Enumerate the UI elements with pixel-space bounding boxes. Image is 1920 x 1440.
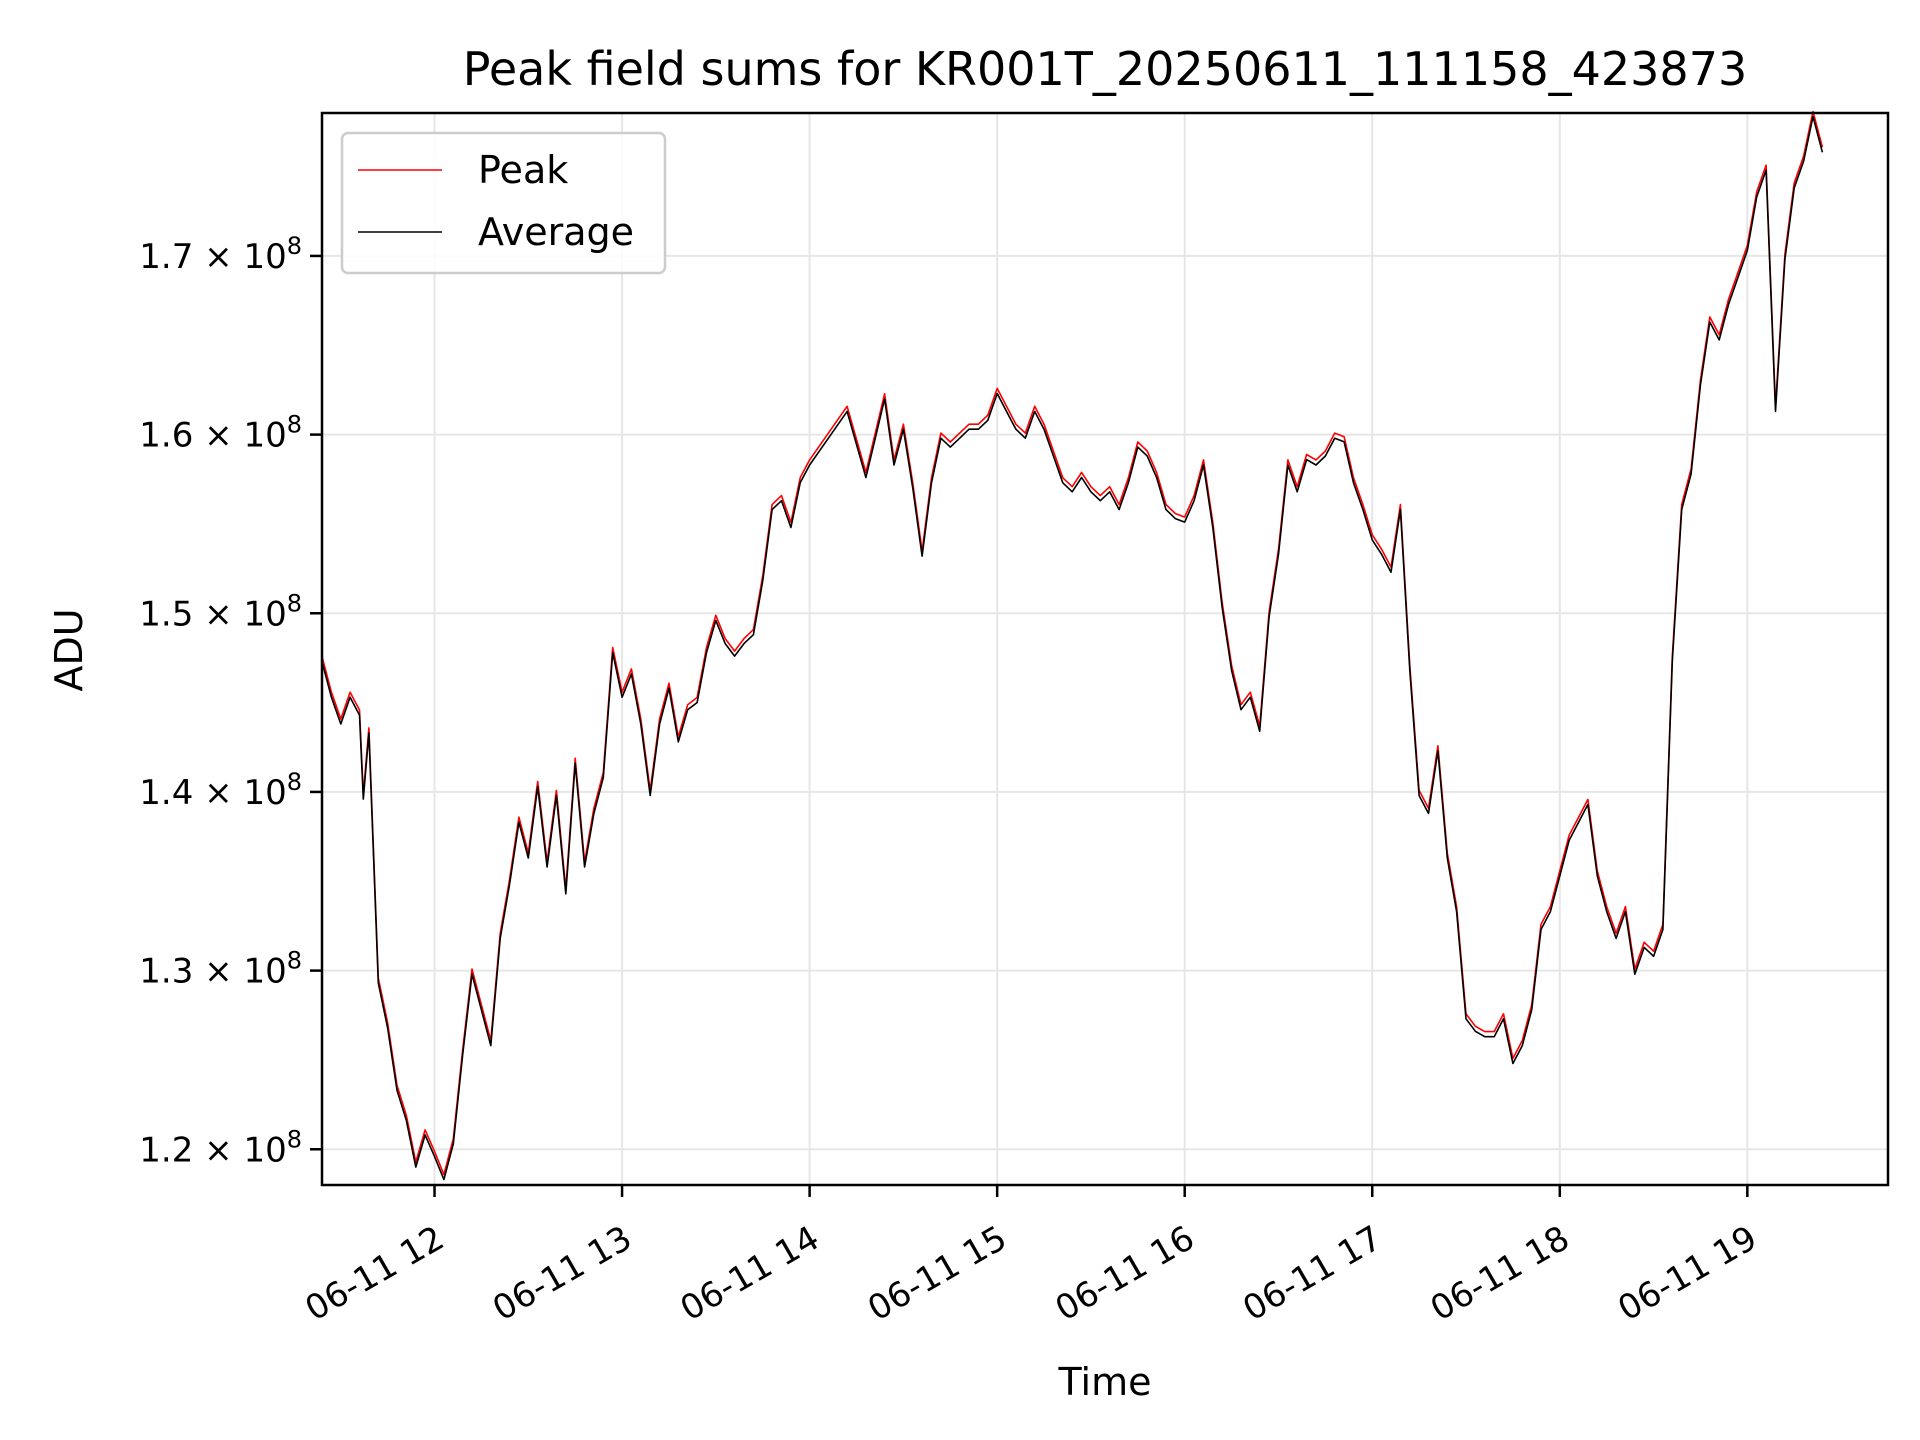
legend: Peak Average bbox=[340, 131, 667, 275]
legend-label-average: Average bbox=[478, 210, 634, 254]
grid bbox=[322, 113, 1888, 1185]
y-tick-label: 1.5 × 108 bbox=[139, 589, 302, 634]
x-tick-label: 06-11 18 bbox=[1424, 1218, 1576, 1329]
y-axis-label: ADU bbox=[47, 608, 91, 691]
x-axis-label: Time bbox=[1058, 1360, 1152, 1404]
series-line-average bbox=[321, 115, 1824, 1181]
x-tick-label: 06-11 16 bbox=[1049, 1218, 1201, 1329]
x-tick-label: 06-11 12 bbox=[299, 1218, 451, 1329]
x-tick-label: 06-11 15 bbox=[861, 1218, 1013, 1329]
y-axis: 1.2 × 108 1.3 × 108 1.4 × 108 1.5 × 108 1.6 … bbox=[139, 232, 322, 1170]
x-tick-label: 06-11 17 bbox=[1236, 1218, 1388, 1329]
y-tick-label: 1.4 × 108 bbox=[139, 768, 302, 813]
x-tick-label: 06-11 13 bbox=[486, 1218, 638, 1329]
y-tick-label: 1.3 × 108 bbox=[139, 947, 302, 992]
y-tick-label: 1.2 × 108 bbox=[139, 1125, 302, 1170]
y-tick-label: 1.6 × 108 bbox=[139, 411, 302, 456]
chart-title: Peak field sums for KR001T_20250611_1111… bbox=[463, 42, 1747, 96]
legend-label-peak: Peak bbox=[478, 148, 568, 192]
y-tick-label: 1.7 × 108 bbox=[139, 232, 302, 277]
x-tick-label: 06-11 19 bbox=[1611, 1218, 1763, 1329]
x-tick-label: 06-11 14 bbox=[674, 1218, 826, 1329]
series-layer bbox=[321, 110, 1824, 1181]
legend-box bbox=[340, 131, 667, 275]
plot-frame bbox=[320, 111, 1890, 1187]
x-axis: 06-11 12 06-11 13 06-11 14 06-11 15 06-11 16… bbox=[299, 1185, 1764, 1329]
